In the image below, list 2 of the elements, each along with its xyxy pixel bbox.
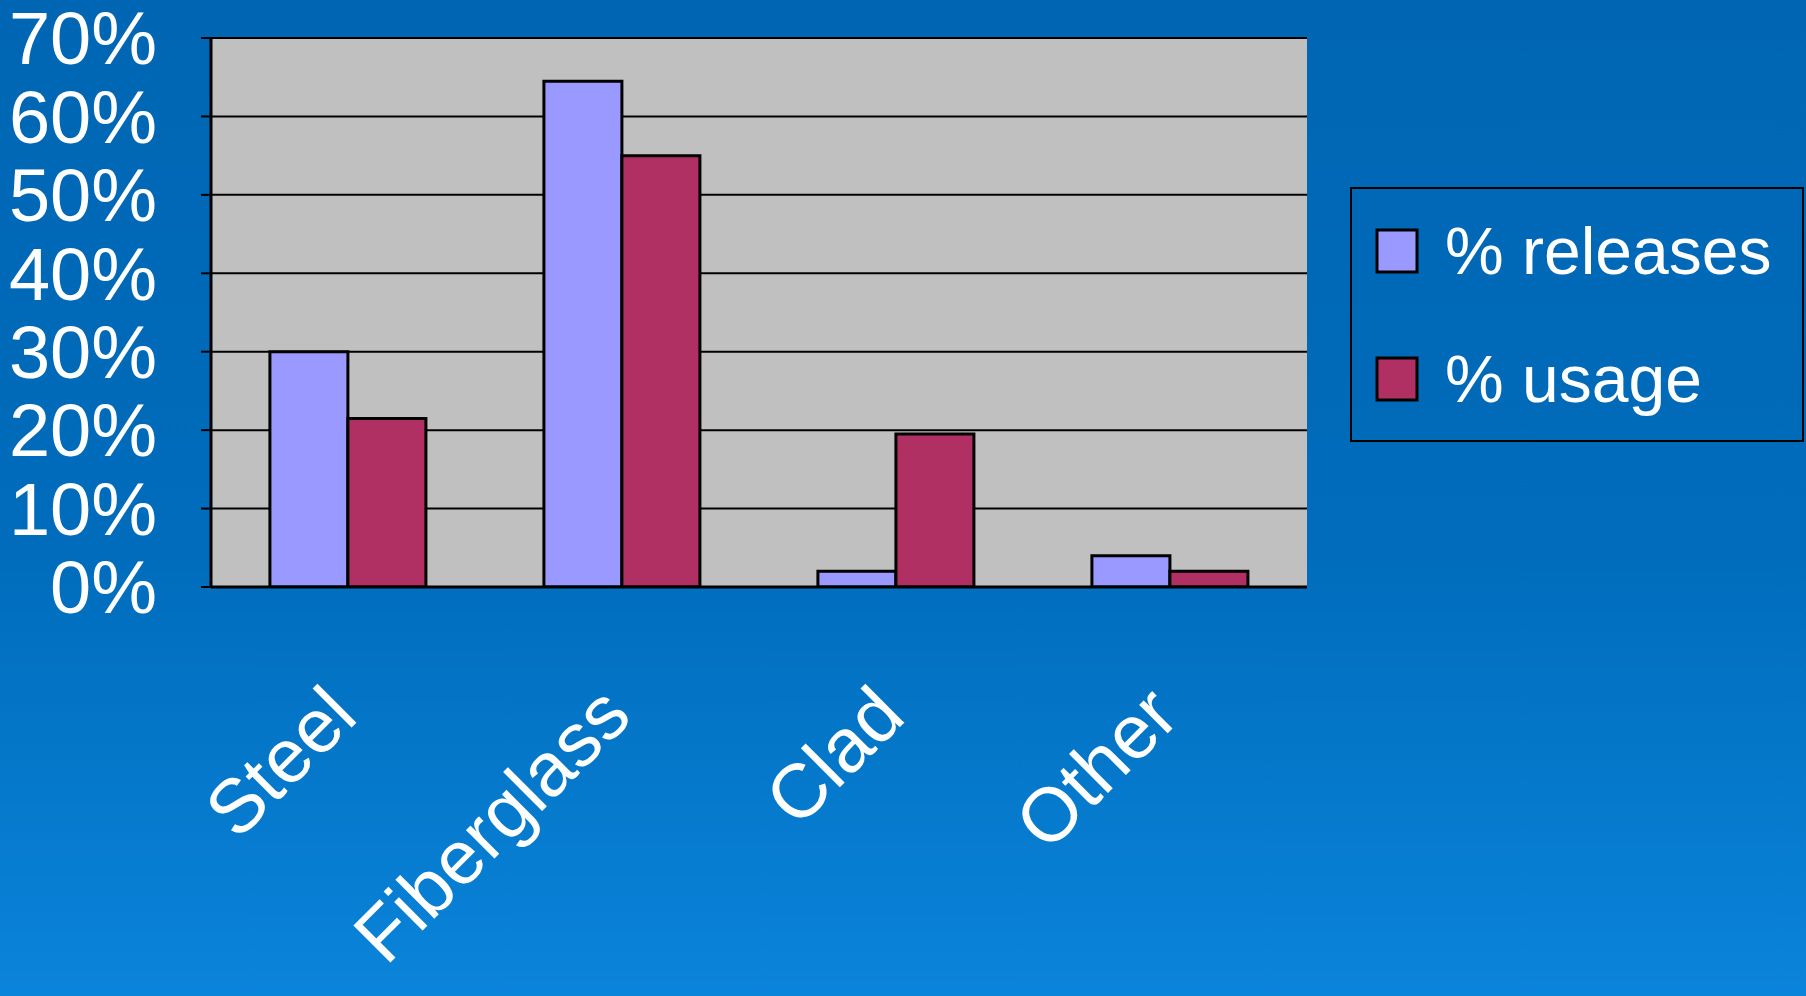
legend-label: % usage [1445, 340, 1702, 418]
legend-label: % releases [1445, 212, 1772, 290]
